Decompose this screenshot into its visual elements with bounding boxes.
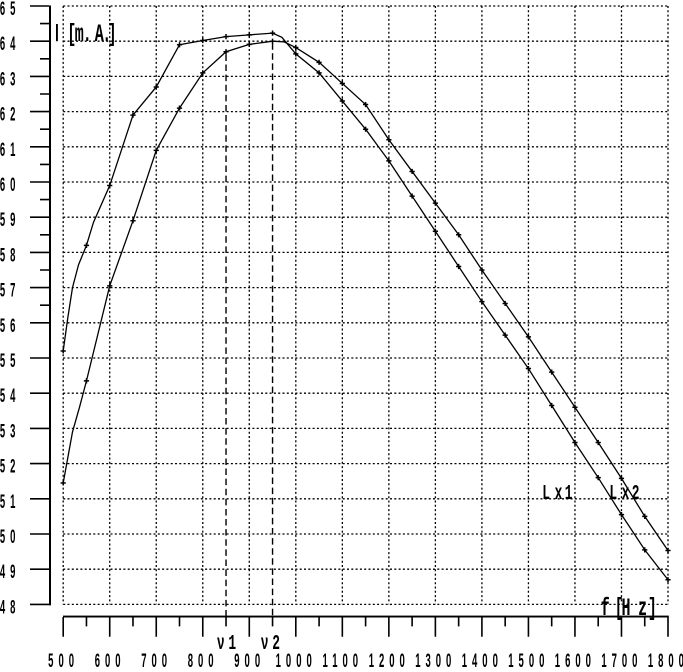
- svg-text:1700: 1700: [601, 650, 642, 672]
- svg-text:.: .: [83, 22, 92, 50]
- svg-text:1800: 1800: [648, 650, 683, 672]
- svg-text:700: 700: [141, 650, 172, 672]
- svg-text:1: 1: [565, 482, 573, 506]
- svg-text:ν: ν: [261, 632, 269, 656]
- svg-text:57: 57: [0, 280, 20, 302]
- svg-text:52: 52: [0, 456, 20, 478]
- svg-text:800: 800: [188, 650, 219, 672]
- svg-text:53: 53: [0, 421, 20, 443]
- svg-text:500: 500: [48, 650, 79, 672]
- svg-text:54: 54: [0, 386, 20, 408]
- svg-text:x: x: [622, 482, 630, 506]
- svg-text:59: 59: [0, 210, 20, 232]
- svg-text:1300: 1300: [415, 650, 456, 672]
- svg-text:65: 65: [0, 0, 20, 20]
- svg-text:60: 60: [0, 175, 20, 197]
- svg-text:48: 48: [0, 597, 20, 619]
- svg-text:1500: 1500: [508, 650, 549, 672]
- svg-text:H: H: [622, 596, 631, 624]
- svg-text:L: L: [542, 482, 550, 506]
- svg-text:49: 49: [0, 562, 20, 584]
- svg-text:[: [: [615, 596, 624, 624]
- svg-text:[: [: [67, 22, 76, 50]
- svg-text:m: m: [75, 22, 84, 50]
- svg-text:55: 55: [0, 351, 20, 373]
- svg-text:58: 58: [0, 245, 20, 267]
- svg-text:2: 2: [632, 482, 640, 506]
- svg-text:61: 61: [0, 139, 20, 161]
- svg-text:600: 600: [95, 650, 126, 672]
- svg-text:2: 2: [272, 632, 280, 656]
- svg-text:64: 64: [0, 34, 20, 56]
- svg-text:1600: 1600: [555, 650, 596, 672]
- svg-text:]: ]: [648, 596, 657, 624]
- svg-text:ν: ν: [217, 632, 225, 656]
- svg-text:1400: 1400: [462, 650, 503, 672]
- svg-text:1: 1: [228, 632, 236, 656]
- svg-text:.: .: [102, 22, 111, 50]
- svg-text:62: 62: [0, 104, 20, 126]
- svg-text:1200: 1200: [369, 650, 410, 672]
- svg-text:L: L: [609, 482, 617, 506]
- svg-text:56: 56: [0, 315, 20, 337]
- svg-text:f: f: [601, 596, 610, 624]
- svg-text:900: 900: [234, 650, 265, 672]
- svg-text:50: 50: [0, 527, 20, 549]
- svg-text:1000: 1000: [276, 650, 317, 672]
- svg-text:x: x: [555, 482, 563, 506]
- svg-text:A: A: [95, 22, 104, 50]
- svg-text:]: ]: [108, 22, 117, 50]
- svg-text:z: z: [638, 596, 647, 624]
- svg-text:51: 51: [0, 491, 20, 513]
- svg-text:1100: 1100: [322, 650, 363, 672]
- svg-text:63: 63: [0, 69, 20, 91]
